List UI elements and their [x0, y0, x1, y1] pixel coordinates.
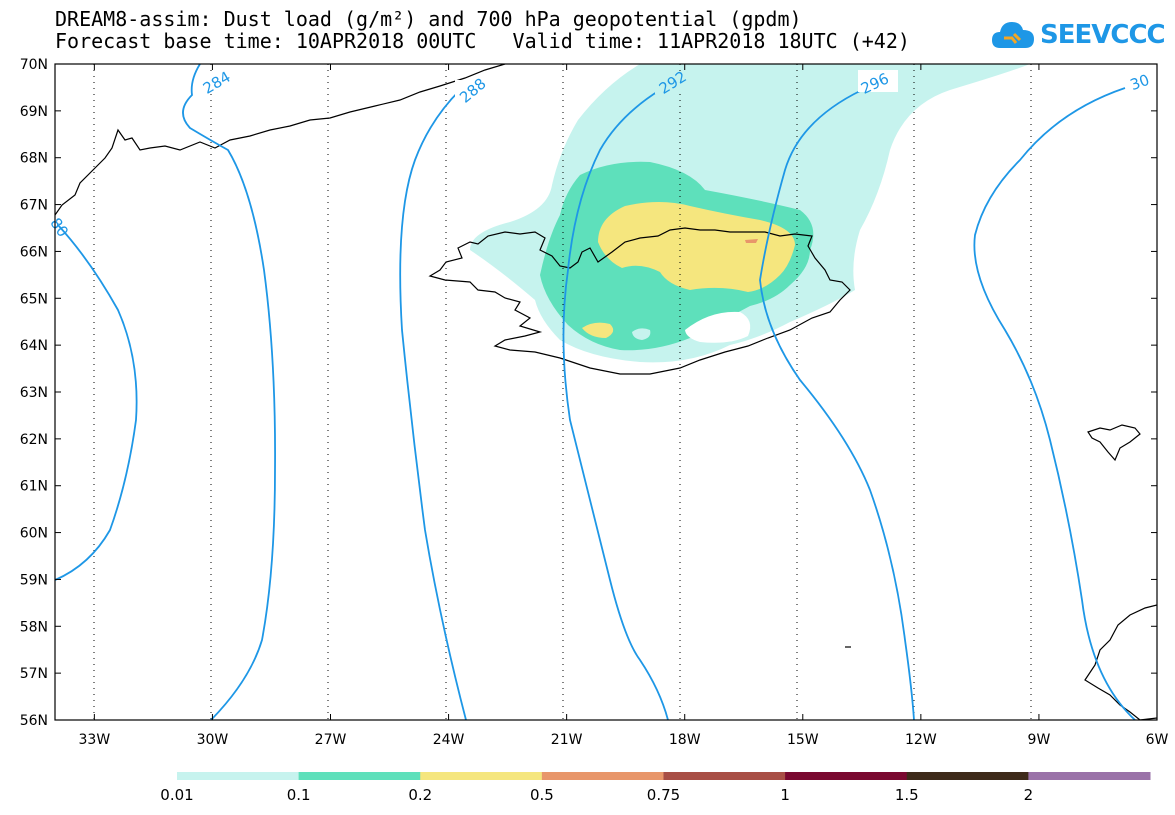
lat-label: 60N [20, 526, 48, 542]
contour-label-bg [655, 72, 693, 94]
scotland-coast [1084, 604, 1157, 720]
contour-288 [399, 89, 467, 720]
lat-label: 59N [20, 572, 48, 588]
seevccc-logo: SEEVCCC [990, 18, 1166, 52]
iceland-coast [428, 227, 851, 375]
dust-region-0.75-spot [745, 239, 758, 243]
lat-label: 65N [20, 291, 48, 307]
lat-label: 64N [20, 338, 48, 354]
colorbar-label: 0.1 [287, 786, 311, 804]
lon-label: 6W [1146, 732, 1169, 748]
contour-label-bg [198, 72, 234, 92]
latitude-labels: 70N 69N 68N 67N 66N 65N 64N 63N 62N 61N 60N 59N 58N 5… [20, 57, 48, 729]
dust-region-0.2 [598, 202, 795, 292]
contour-292 [562, 89, 669, 720]
colorbar-label: 1 [780, 786, 790, 804]
dust-region-0.01-inner [685, 311, 751, 343]
colorbar-label: 0.75 [647, 786, 680, 804]
contour-284 [182, 64, 276, 720]
colorbar-segment [906, 772, 1029, 780]
axis-ticks [55, 63, 1158, 721]
lon-label: 18W [669, 732, 701, 748]
lat-label: 58N [20, 619, 48, 635]
contour-labels: 284 288 292 296 30 80 [46, 67, 1151, 240]
colorbar: 0.01 0.1 0.2 0.5 0.75 1 1.5 2 [160, 772, 1151, 804]
lat-label: 57N [20, 666, 48, 682]
logo-text: SEEVCCC [1040, 20, 1166, 50]
lat-label: 61N [20, 479, 48, 495]
longitude-labels: 33W 30W 27W 24W 21W 18W 15W 12W 9W 6W [79, 732, 1169, 748]
dust-load-field [470, 64, 1030, 363]
lat-label: 66N [20, 244, 48, 260]
lon-label: 30W [197, 732, 229, 748]
coastlines [55, 64, 1157, 720]
colorbar-segment [785, 772, 908, 780]
lat-label: 68N [20, 151, 48, 167]
colorbar-segment [298, 772, 421, 780]
contour-296 [759, 89, 915, 720]
colorbar-segment [420, 772, 543, 780]
lon-label: 21W [551, 732, 583, 748]
lon-label: 15W [787, 732, 819, 748]
faroe-islands [1087, 424, 1141, 462]
colorbar-segment [663, 772, 786, 780]
lon-label: 12W [905, 732, 937, 748]
dust-region-0.1-islet [632, 328, 651, 340]
colorbar-segment [1028, 772, 1151, 780]
colorbar-segment [541, 772, 664, 780]
lat-label: 62N [20, 432, 48, 448]
lat-label: 63N [20, 385, 48, 401]
contour-300 [973, 87, 1136, 720]
contour-label-bg [455, 80, 493, 102]
colorbar-label: 0.01 [160, 786, 193, 804]
lon-label: 27W [315, 732, 347, 748]
contour-280 [55, 224, 138, 581]
colorbar-label: 1.5 [895, 786, 919, 804]
map-subtitle: Forecast base time: 10APR2018 00UTC Vali… [55, 29, 910, 53]
cloud-icon [992, 22, 1034, 48]
colorbar-segment [177, 772, 300, 780]
contour-label-300: 30 [1128, 71, 1152, 94]
greenland-coast [55, 64, 506, 216]
lat-label: 56N [20, 713, 48, 729]
colorbar-label: 2 [1024, 786, 1034, 804]
dust-region-0.2-south [582, 322, 614, 338]
lat-label: 69N [20, 104, 48, 120]
lon-label: 24W [433, 732, 465, 748]
lon-label: 33W [79, 732, 111, 748]
lat-label: 67N [20, 198, 48, 214]
geopotential-contours [55, 64, 1136, 720]
contour-label-bg [858, 70, 898, 92]
colorbar-label: 0.5 [530, 786, 554, 804]
graticule [93, 64, 1032, 720]
colorbar-label: 0.2 [408, 786, 432, 804]
lon-label: 9W [1028, 732, 1051, 748]
map-title: DREAM8-assim: Dust load (g/m²) and 700 h… [55, 7, 802, 31]
lat-label: 70N [20, 57, 48, 73]
